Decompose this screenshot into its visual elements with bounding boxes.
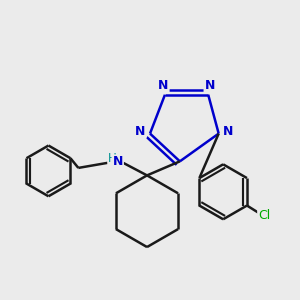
Text: N: N <box>112 155 123 168</box>
Text: N: N <box>205 79 215 92</box>
Text: N: N <box>223 125 234 138</box>
Text: N: N <box>158 79 169 92</box>
Text: H: H <box>108 152 117 165</box>
Text: Cl: Cl <box>258 209 270 222</box>
Text: N: N <box>135 125 146 138</box>
